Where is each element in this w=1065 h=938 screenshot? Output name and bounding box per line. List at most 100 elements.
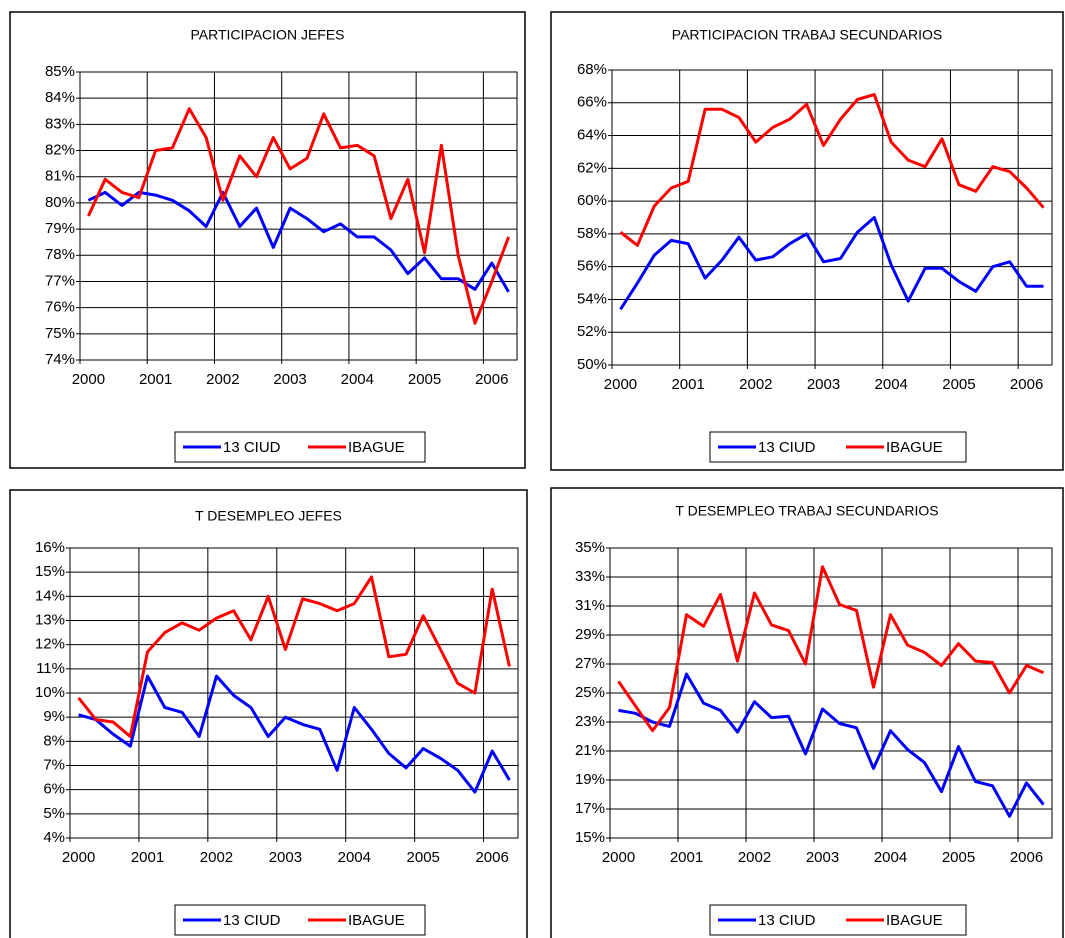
x-tick-label: 2000 [72,371,105,388]
x-tick-label: 2000 [602,849,635,866]
y-tick-label: 31% [575,597,605,614]
x-tick-label: 2005 [408,371,441,388]
panel-border [9,489,528,938]
y-tick-label: 10% [35,684,65,701]
y-tick-label: 15% [35,563,65,580]
x-tick-label: 2001 [671,376,704,393]
y-tick-label: 8% [43,732,65,749]
y-tick-label: 35% [575,539,605,556]
y-tick-label: 17% [575,800,605,817]
y-tick-label: 50% [577,356,607,373]
y-tick-label: 82% [45,142,75,159]
panel-border [550,11,1064,471]
chart-title: PARTICIPACION TRABAJ SECUNDARIOS [672,27,942,43]
x-tick-label: 2006 [475,371,508,388]
x-tick-label: 2002 [739,376,772,393]
y-tick-label: 25% [575,684,605,701]
y-tick-label: 13% [35,611,65,628]
chart-panel: T DESEMPLEO JEFES 4% 5% 6% 7% 8% 9% 10% 11% 12% 13… [9,489,528,938]
plot-area [69,547,519,839]
series-line [87,107,511,325]
y-tick-label: 7% [43,756,65,773]
plot-area [609,547,1053,839]
y-tick-label: 76% [45,299,75,316]
y-tick-label: 83% [45,115,75,132]
x-tick-label: 2006 [1010,376,1043,393]
x-tick-label: 2006 [475,849,508,866]
x-tick-label: 2002 [738,849,771,866]
plot-area [79,71,518,361]
x-tick-label: 2003 [806,849,839,866]
series-line [618,672,1045,818]
y-tick-label: 27% [575,655,605,672]
y-tick-label: 56% [577,258,607,275]
y-tick-label: 84% [45,89,75,106]
legend-label: 13 CIUD [758,439,816,456]
y-tick-label: 85% [45,63,75,80]
y-tick-label: 19% [575,771,605,788]
plot-area [611,69,1053,366]
series-line [619,93,1045,247]
y-tick-label: 15% [575,829,605,846]
series-line [617,565,1045,733]
series-line [78,674,511,794]
y-tick-label: 29% [575,626,605,643]
x-tick-label: 2004 [338,849,371,866]
y-tick-label: 81% [45,168,75,185]
x-tick-label: 2006 [1010,849,1043,866]
chart-title: PARTICIPACION JEFES [190,27,344,43]
x-tick-label: 2004 [875,376,908,393]
x-tick-label: 2005 [942,849,975,866]
y-tick-label: 21% [575,742,605,759]
x-tick-label: 2001 [670,849,703,866]
legend-label: IBAGUE [348,439,405,456]
y-tick-label: 4% [43,829,65,846]
chart-panel: PARTICIPACION JEFES 74% 75% 76% 77% 78% 79% 80%… [9,11,526,469]
y-tick-label: 12% [35,636,65,653]
legend-label: IBAGUE [886,439,943,456]
y-tick-label: 80% [45,194,75,211]
y-tick-label: 33% [575,568,605,585]
y-tick-label: 66% [577,94,607,111]
x-tick-label: 2003 [807,376,840,393]
chart-title: T DESEMPLEO JEFES [195,508,342,524]
y-tick-label: 64% [577,127,607,144]
x-tick-label: 2000 [604,376,637,393]
x-tick-label: 2002 [206,371,239,388]
x-tick-label: 2001 [131,849,164,866]
legend-label: IBAGUE [886,912,943,929]
panel-border [9,11,526,469]
series-line [77,575,511,738]
x-tick-label: 2003 [273,371,306,388]
series-line [87,190,510,293]
chart-title: T DESEMPLEO TRABAJ SECUNDARIOS [675,503,938,519]
legend-label: 13 CIUD [758,912,816,929]
y-tick-label: 14% [35,587,65,604]
y-tick-label: 9% [43,708,65,725]
y-tick-label: 79% [45,220,75,237]
x-tick-label: 2003 [269,849,302,866]
y-tick-label: 62% [577,159,607,176]
y-tick-label: 5% [43,805,65,822]
y-tick-label: 68% [577,61,607,78]
legend-label: IBAGUE [348,912,405,929]
series-line [619,216,1044,311]
y-tick-label: 77% [45,272,75,289]
y-tick-label: 60% [577,192,607,209]
legend-label: 13 CIUD [223,912,281,929]
x-tick-label: 2004 [874,849,907,866]
y-tick-label: 58% [577,225,607,242]
y-tick-label: 52% [577,323,607,340]
y-tick-label: 11% [36,660,65,677]
x-tick-label: 2005 [942,376,975,393]
x-tick-label: 2005 [407,849,440,866]
chart-panel: T DESEMPLEO TRABAJ SECUNDARIOS 15% 17% 19% 2… [550,487,1064,938]
y-tick-label: 75% [45,325,75,342]
x-tick-label: 2001 [139,371,172,388]
chart-panel: PARTICIPACION TRABAJ SECUNDARIOS 50% 52% 54… [550,11,1064,471]
legend-label: 13 CIUD [223,439,281,456]
x-tick-label: 2002 [200,849,233,866]
x-tick-label: 2004 [341,371,374,388]
y-tick-label: 23% [575,713,605,730]
